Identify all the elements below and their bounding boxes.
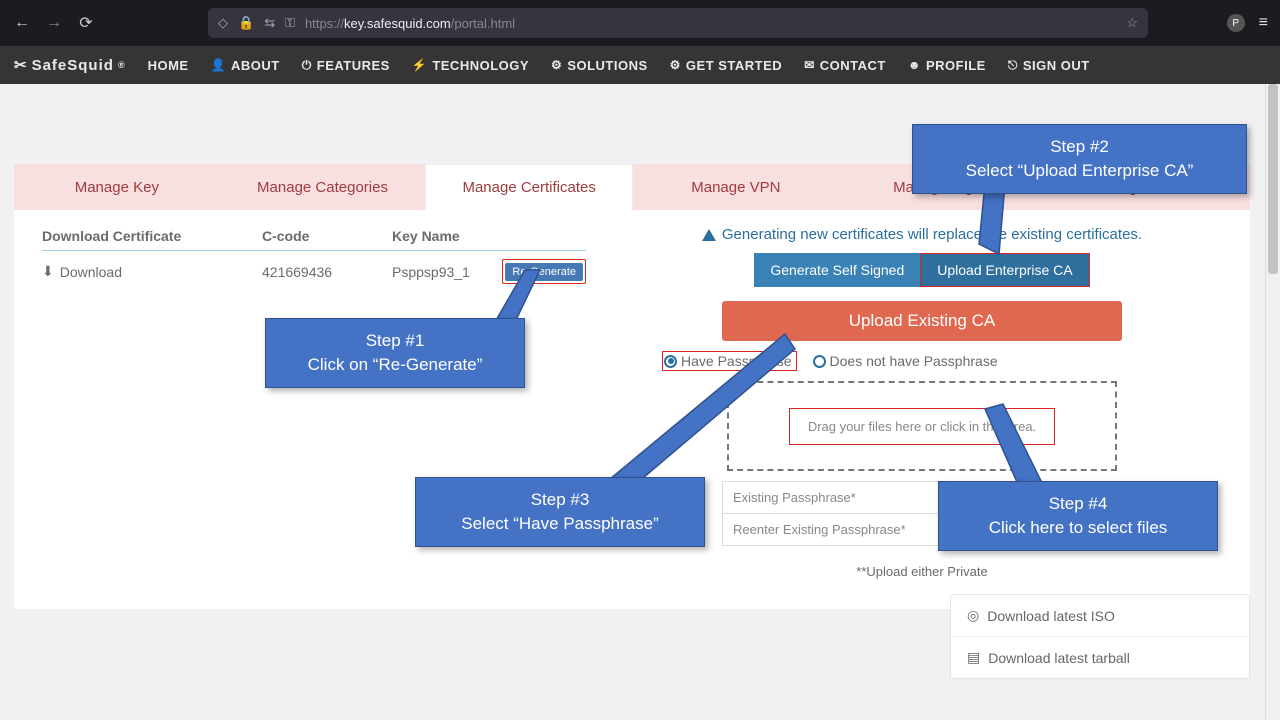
th-keyname: Key Name — [392, 228, 586, 244]
brand-mark-icon: ✂ — [14, 56, 28, 74]
warning-icon — [702, 229, 716, 241]
nav-profile[interactable]: ☻ PROFILE — [908, 58, 986, 73]
callout-4-title: Step #4 — [955, 492, 1201, 516]
lock-icon: 🔒 — [238, 15, 254, 31]
nav-home-label: HOME — [148, 58, 189, 73]
nav-technology[interactable]: ⚡ TECHNOLOGY — [412, 58, 529, 73]
download-links-list: ◎ Download latest ISO ▤ Download latest … — [950, 594, 1250, 679]
nav-solutions-label: SOLUTIONS — [567, 58, 647, 73]
user-icon: 👤 — [211, 58, 226, 72]
callout-4-text: Click here to select files — [955, 516, 1201, 540]
warning-text: Generating new certificates will replace… — [722, 226, 1142, 243]
nav-get-started[interactable]: ⚙ GET STARTED — [670, 58, 783, 73]
gear-icon: ⚙ — [551, 58, 562, 72]
callout-2-arrow — [965, 184, 1025, 264]
bolt-icon: ⚡ — [412, 58, 427, 72]
nav-technology-label: TECHNOLOGY — [432, 58, 529, 73]
forward-button[interactable]: → — [44, 14, 64, 32]
warning-banner: Generating new certificates will replace… — [614, 226, 1230, 243]
reload-button[interactable]: ⟳ — [76, 13, 96, 33]
callout-2-text: Select “Upload Enterprise CA” — [929, 159, 1230, 183]
download-tarball-link[interactable]: ▤ Download latest tarball — [951, 637, 1249, 678]
envelope-icon: ✉ — [804, 58, 815, 72]
browser-toolbar: ← → ⟳ ◇ 🔒 ⇆ ⚿ https://key.safesquid.com/… — [0, 0, 1280, 46]
upload-note: **Upload either Private — [614, 564, 1230, 579]
download-iso-link[interactable]: ◎ Download latest ISO — [951, 595, 1249, 637]
nav-contact-label: CONTACT — [820, 58, 886, 73]
nav-solutions[interactable]: ⚙ SOLUTIONS — [551, 58, 648, 73]
download-tarball-label: Download latest tarball — [988, 650, 1130, 666]
callout-step-1: Step #1 Click on “Re-Generate” — [265, 318, 525, 388]
profile-avatar[interactable]: P — [1227, 14, 1245, 32]
callout-1-text: Click on “Re-Generate” — [282, 353, 508, 377]
nav-contact[interactable]: ✉ CONTACT — [804, 58, 886, 73]
profile-icon: ☻ — [908, 58, 921, 72]
permissions-icon: ⇆ — [264, 15, 275, 31]
callout-step-3: Step #3 Select “Have Passphrase” — [415, 477, 705, 547]
key-icon: ⚿ — [285, 15, 295, 31]
back-button[interactable]: ← — [12, 14, 32, 32]
scrollbar-thumb[interactable] — [1268, 84, 1278, 274]
gears-icon: ⚙ — [670, 58, 681, 72]
tab-manage-categories-label: Manage Categories — [257, 179, 388, 196]
brand-text: SafeSquid — [32, 57, 114, 74]
callout-3-arrow — [610, 334, 810, 494]
tab-manage-categories[interactable]: Manage Categories — [220, 164, 426, 210]
tab-manage-key[interactable]: Manage Key — [14, 164, 220, 210]
th-download: Download Certificate — [42, 228, 262, 244]
callout-step-2: Step #2 Select “Upload Enterprise CA” — [912, 124, 1247, 194]
callout-3-title: Step #3 — [432, 488, 688, 512]
download-label: Download — [60, 264, 122, 280]
callout-3-text: Select “Have Passphrase” — [432, 512, 688, 536]
nav-get-started-label: GET STARTED — [686, 58, 782, 73]
download-iso-label: Download latest ISO — [987, 608, 1115, 624]
callout-2-title: Step #2 — [929, 135, 1230, 159]
tab-manage-vpn-label: Manage VPN — [691, 179, 780, 196]
signout-icon: ⎋ — [1008, 58, 1018, 73]
bookmark-star-icon[interactable]: ☆ — [1126, 15, 1138, 31]
tab-manage-certificates-label: Manage Certificates — [462, 179, 595, 196]
callout-step-4: Step #4 Click here to select files — [938, 481, 1218, 551]
power-icon: ⏻ — [302, 58, 312, 73]
nav-about[interactable]: 👤 ABOUT — [211, 58, 280, 73]
page-body: Manage Key Manage Categories Manage Cert… — [0, 84, 1280, 720]
disc-icon: ◎ — [967, 607, 979, 624]
no-passphrase-label: Does not have Passphrase — [830, 353, 998, 369]
download-icon: ⬇ — [42, 263, 54, 280]
shield-icon: ◇ — [218, 15, 228, 31]
reenter-passphrase-placeholder: Reenter Existing Passphrase* — [733, 522, 906, 537]
nav-signout-label: SIGN OUT — [1023, 58, 1090, 73]
th-ccode: C-code — [262, 228, 392, 244]
no-passphrase-radio[interactable] — [813, 355, 826, 368]
hamburger-menu-icon[interactable]: ≡ — [1259, 14, 1268, 32]
cell-keyname: Psppsp93_1 — [392, 264, 470, 280]
tab-manage-vpn[interactable]: Manage VPN — [633, 164, 839, 210]
page-scrollbar[interactable] — [1265, 84, 1280, 720]
url-protocol: https:// — [305, 16, 344, 31]
cell-ccode: 421669436 — [262, 264, 392, 280]
nav-features[interactable]: ⏻ FEATURES — [302, 58, 390, 73]
nav-signout[interactable]: ⎋ SIGN OUT — [1008, 58, 1090, 73]
main-nav: ✂ SafeSquid® HOME 👤 ABOUT ⏻ FEATURES ⚡ TECH… — [0, 46, 1280, 84]
download-link[interactable]: ⬇ Download — [42, 263, 262, 280]
file-icon: ▤ — [967, 649, 980, 666]
url-host: key.safesquid.com — [344, 16, 451, 31]
callout-1-title: Step #1 — [282, 329, 508, 353]
brand-logo[interactable]: ✂ SafeSquid® — [14, 56, 126, 74]
nav-profile-label: PROFILE — [926, 58, 986, 73]
tab-manage-certificates[interactable]: Manage Certificates — [425, 164, 633, 210]
tab-manage-key-label: Manage Key — [75, 179, 159, 196]
nav-features-label: FEATURES — [317, 58, 390, 73]
url-bar[interactable]: ◇ 🔒 ⇆ ⚿ https://key.safesquid.com/portal… — [208, 8, 1148, 38]
generate-self-signed-button[interactable]: Generate Self Signed — [754, 253, 920, 287]
nav-home[interactable]: HOME — [148, 58, 189, 73]
nav-about-label: ABOUT — [231, 58, 280, 73]
url-path: /portal.html — [451, 16, 515, 31]
